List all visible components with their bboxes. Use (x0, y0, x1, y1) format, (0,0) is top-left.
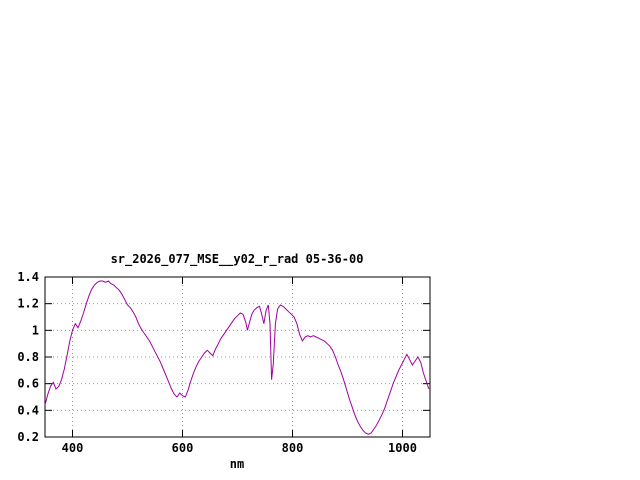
grid-lines (45, 276, 430, 438)
y-tick-label: 0.6 (17, 377, 39, 391)
chart-title: sr_2026_077_MSE__y02_r_rad 05-36-00 (111, 252, 364, 267)
y-tick-label: 1.2 (17, 297, 39, 311)
x-axis-label: nm (230, 457, 244, 471)
y-tick-label: 0.2 (17, 430, 39, 444)
x-tick-label: 600 (172, 441, 194, 455)
x-tick-label: 800 (282, 441, 304, 455)
x-tick-label: 400 (62, 441, 84, 455)
tick-labels: 400 600 800 1000 0.2 0.4 0.6 0.8 1 1.2 1.4 (17, 270, 417, 455)
y-tick-label: 0.4 (17, 403, 39, 417)
tick-marks (45, 276, 430, 438)
y-tick-label: 1.4 (17, 270, 39, 284)
series-line (44, 280, 430, 435)
x-tick-label: 1000 (388, 441, 417, 455)
y-tick-label: 0.8 (17, 350, 39, 364)
y-tick-label: 1 (32, 323, 39, 337)
